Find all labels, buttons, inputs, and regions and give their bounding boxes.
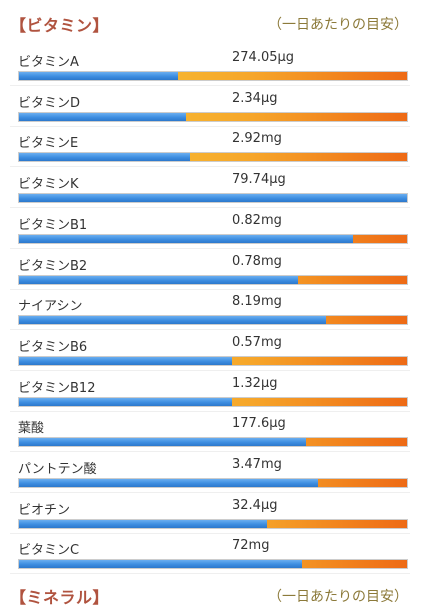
vitamin-bar-track	[18, 233, 408, 244]
vitamin-value: 177.6μg	[232, 416, 286, 432]
vitamin-bar-track	[18, 71, 408, 81]
vitamin-row: ビタミンB2 0.78mg	[18, 251, 408, 291]
vitamin-name: ビタミンD	[18, 95, 81, 111]
vitamin-panel: 【ビタミン】 （一日あたりの目安） ビタミンA 274.05μg ビタミンD 2.34…	[10, 10, 412, 607]
row-divider	[10, 207, 410, 209]
row-divider	[10, 369, 410, 371]
row-divider	[10, 410, 410, 412]
vitamin-name: ビタミンB1	[18, 217, 88, 233]
vitamin-bar-fill	[19, 397, 233, 406]
vitamin-name: ビタミンB6	[18, 339, 88, 355]
row-divider	[10, 492, 410, 493]
vitamin-name: ビオチン	[18, 502, 71, 518]
vitamin-value: 72mg	[232, 538, 270, 554]
vitamin-row: ビタミンB6 0.57mg	[18, 332, 408, 372]
vitamin-bar-fill	[19, 519, 268, 528]
vitamin-bar-remainder	[19, 112, 407, 121]
vitamin-row: ビオチン 32.4μg	[18, 495, 408, 535]
vitamin-bar-track	[18, 437, 408, 448]
row-divider	[10, 532, 410, 534]
vitamin-value: 32.4μg	[232, 497, 278, 513]
row-divider	[10, 573, 410, 575]
vitamin-value: 8.19mg	[232, 294, 282, 310]
vitamin-row: ビタミンK 79.74μg	[18, 169, 408, 209]
vitamin-value: 0.78mg	[232, 253, 282, 269]
vitamin-row: ビタミンA 274.05μg	[18, 47, 408, 87]
vitamin-name: ビタミンK	[18, 177, 79, 193]
vitamin-value: 2.34μg	[232, 90, 278, 106]
vitamin-bar-fill	[19, 316, 326, 325]
vitamin-name: ビタミンC	[18, 543, 80, 559]
vitamin-value: 2.92mg	[232, 131, 282, 147]
vitamin-name: パントテン酸	[18, 462, 97, 477]
vitamin-name: ビタミンB2	[18, 258, 88, 274]
vitamin-bar-fill	[19, 560, 303, 569]
vitamin-value: 0.57mg	[232, 334, 282, 350]
vitamin-name: ビタミンA	[18, 55, 79, 70]
vitamin-row: ビタミンB12 1.32μg	[18, 373, 408, 413]
vitamin-bar-track	[18, 111, 408, 122]
vitamin-name: 葉酸	[18, 421, 45, 437]
vitamin-row: ビタミンD 2.34μg	[18, 88, 408, 128]
row-divider	[10, 451, 410, 453]
vitamin-bar-fill	[19, 234, 353, 243]
vitamin-name: ビタミンB12	[18, 380, 96, 396]
vitamin-bar-remainder	[19, 153, 407, 162]
vitamin-row: ナイアシン 8.19mg	[18, 291, 408, 331]
vitamin-value: 0.82mg	[232, 212, 282, 228]
vitamin-name: ビタミンE	[18, 136, 79, 152]
vitamin-name: ナイアシン	[18, 299, 83, 315]
row-divider	[10, 85, 410, 86]
section-header: 【ビタミン】 （一日あたりの目安）	[10, 10, 412, 38]
section-note: （一日あたりの目安）	[268, 17, 408, 33]
next-section-title: 【ミネラル】	[10, 588, 110, 607]
vitamin-row: ビタミンB1 0.82mg	[18, 210, 408, 250]
vitamin-bar-fill	[19, 438, 307, 447]
vitamin-bar-fill	[19, 356, 233, 365]
vitamin-bar-fill	[19, 112, 186, 121]
vitamin-value: 3.47mg	[232, 457, 282, 472]
vitamin-value: 274.05μg	[232, 50, 295, 65]
vitamin-bar-fill	[19, 194, 407, 203]
next-section-header: 【ミネラル】 （一日あたりの目安）	[10, 582, 412, 610]
vitamin-row: パントテン酸 3.47mg	[18, 454, 408, 494]
vitamin-bar-track	[18, 396, 408, 407]
vitamin-value: 79.74μg	[232, 172, 286, 188]
vitamin-bar-track	[18, 152, 408, 163]
vitamin-bar-fill	[19, 275, 299, 284]
vitamin-row: ビタミンC 72mg	[18, 535, 408, 575]
vitamin-bar-track	[18, 193, 408, 204]
vitamin-row: 葉酸 177.6μg	[18, 413, 408, 453]
row-divider	[10, 125, 410, 127]
vitamin-bar-remainder	[19, 72, 407, 80]
vitamin-bar-fill	[19, 72, 179, 80]
vitamin-bar-fill	[19, 479, 318, 487]
row-divider	[10, 247, 410, 249]
row-divider	[10, 329, 410, 331]
vitamin-bar-track	[18, 518, 408, 529]
vitamin-row: ビタミンE 2.92mg	[18, 128, 408, 168]
vitamin-bar-track	[18, 315, 408, 326]
vitamin-value: 1.32μg	[232, 375, 278, 391]
row-divider	[10, 166, 410, 168]
vitamin-bar-track	[18, 274, 408, 285]
vitamin-bar-track	[18, 355, 408, 366]
vitamin-bar-track	[18, 478, 408, 488]
row-divider	[10, 288, 410, 290]
section-title: 【ビタミン】	[10, 16, 110, 35]
vitamin-bar-fill	[19, 153, 190, 162]
next-section-note: （一日あたりの目安）	[268, 589, 408, 605]
vitamin-bar-track	[18, 559, 408, 570]
